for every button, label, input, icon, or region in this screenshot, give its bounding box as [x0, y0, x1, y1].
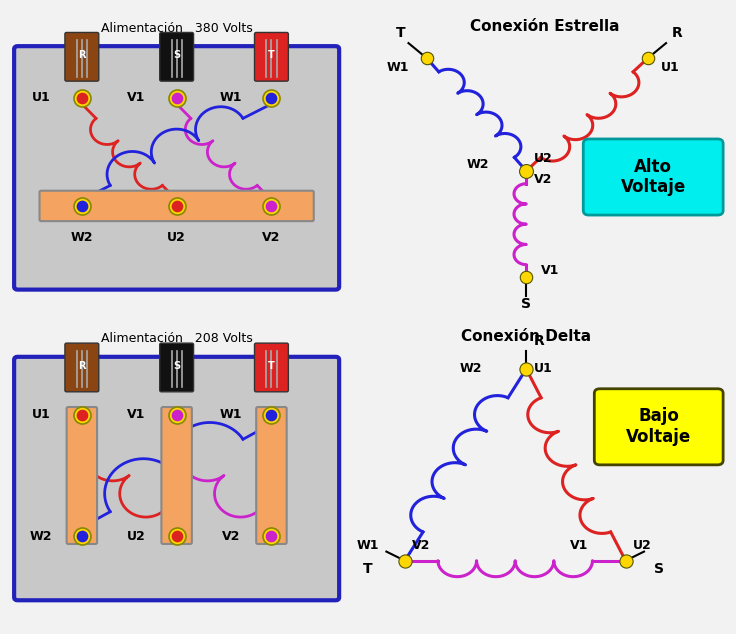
Text: V1: V1 — [127, 91, 145, 105]
Text: R: R — [78, 361, 85, 371]
Text: W1: W1 — [386, 60, 408, 74]
FancyBboxPatch shape — [65, 32, 99, 81]
Text: W1: W1 — [219, 408, 242, 421]
Point — [171, 531, 183, 541]
Text: U2: U2 — [534, 152, 552, 165]
Point — [76, 93, 88, 103]
Text: U1: U1 — [32, 91, 51, 105]
Text: R: R — [672, 26, 682, 40]
Text: V1: V1 — [127, 408, 145, 421]
Point — [520, 166, 532, 176]
Point — [76, 93, 88, 103]
Point — [266, 531, 277, 541]
Point — [76, 531, 88, 541]
Point — [171, 201, 183, 211]
Point — [76, 531, 88, 541]
Point — [520, 273, 532, 283]
Text: T: T — [396, 26, 406, 40]
Point — [620, 555, 631, 566]
Text: S: S — [654, 562, 664, 576]
Point — [266, 93, 277, 103]
FancyBboxPatch shape — [67, 407, 97, 544]
Text: U1: U1 — [32, 408, 51, 421]
Point — [421, 53, 433, 63]
Text: R: R — [534, 333, 545, 347]
Text: Conexión Estrella: Conexión Estrella — [470, 19, 620, 34]
Text: V1: V1 — [570, 538, 589, 552]
Point — [642, 53, 654, 63]
Point — [171, 201, 183, 211]
Text: Alto
Voltaje: Alto Voltaje — [620, 158, 686, 197]
FancyBboxPatch shape — [255, 343, 289, 392]
FancyBboxPatch shape — [160, 343, 194, 392]
Text: Conexión Delta: Conexión Delta — [461, 330, 591, 344]
Text: Alimentación   208 Volts: Alimentación 208 Volts — [101, 332, 252, 346]
FancyBboxPatch shape — [256, 407, 287, 544]
Text: Bajo
Voltaje: Bajo Voltaje — [626, 408, 691, 446]
Point — [171, 93, 183, 103]
Point — [171, 531, 183, 541]
Point — [76, 201, 88, 211]
Point — [399, 555, 411, 566]
Point — [76, 410, 88, 420]
Point — [171, 410, 183, 420]
FancyBboxPatch shape — [594, 389, 723, 465]
Text: S: S — [521, 297, 531, 311]
Text: V2: V2 — [412, 538, 431, 552]
Point — [266, 201, 277, 211]
FancyBboxPatch shape — [40, 191, 314, 221]
Point — [171, 410, 183, 420]
FancyBboxPatch shape — [161, 407, 192, 544]
Text: S: S — [173, 361, 180, 371]
Point — [520, 364, 532, 374]
Text: W2: W2 — [71, 231, 93, 244]
Text: V1: V1 — [541, 264, 559, 278]
Point — [266, 410, 277, 420]
Text: W2: W2 — [30, 530, 52, 543]
Text: W2: W2 — [467, 158, 489, 171]
Text: V2: V2 — [534, 173, 552, 186]
Text: T: T — [268, 50, 275, 60]
Text: T: T — [268, 361, 275, 371]
Point — [76, 410, 88, 420]
FancyBboxPatch shape — [14, 46, 339, 290]
Point — [76, 201, 88, 211]
FancyBboxPatch shape — [65, 343, 99, 392]
Text: U2: U2 — [167, 231, 186, 244]
Text: U1: U1 — [534, 362, 552, 375]
Point — [266, 201, 277, 211]
FancyBboxPatch shape — [583, 139, 723, 215]
Text: W1: W1 — [219, 91, 242, 105]
Point — [266, 531, 277, 541]
Point — [266, 410, 277, 420]
Text: S: S — [173, 50, 180, 60]
FancyBboxPatch shape — [160, 32, 194, 81]
Text: V2: V2 — [262, 231, 280, 244]
Text: W2: W2 — [459, 362, 482, 375]
Text: R: R — [78, 50, 85, 60]
Text: V2: V2 — [222, 530, 240, 543]
Text: T: T — [363, 562, 373, 576]
Text: U2: U2 — [633, 538, 651, 552]
Text: Alimentación   380 Volts: Alimentación 380 Volts — [101, 22, 252, 35]
Point — [171, 93, 183, 103]
Point — [266, 93, 277, 103]
Text: U1: U1 — [660, 60, 679, 74]
Text: W1: W1 — [357, 538, 379, 552]
FancyBboxPatch shape — [14, 357, 339, 600]
FancyBboxPatch shape — [255, 32, 289, 81]
Text: U2: U2 — [127, 530, 146, 543]
